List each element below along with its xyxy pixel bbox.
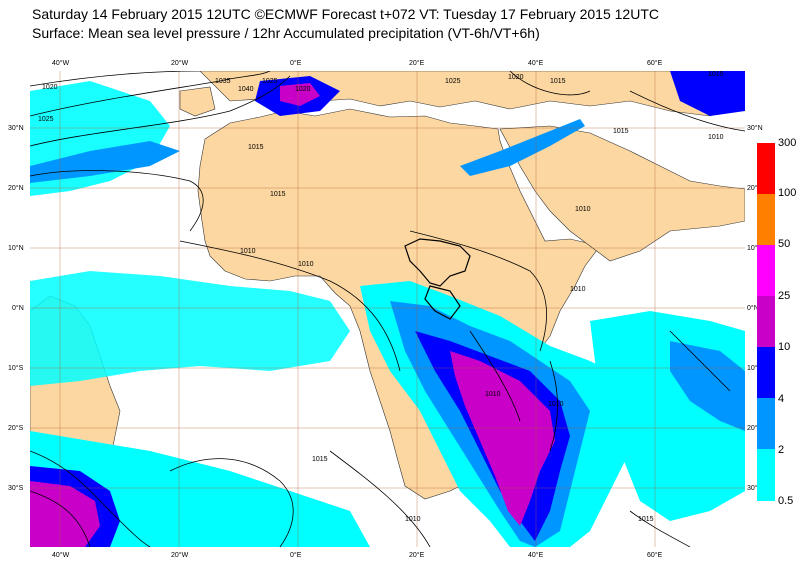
isobar-label: 1015 — [613, 128, 629, 135]
lat-label: 0°N — [747, 305, 759, 312]
isobar-labels: 1020 1025 1035 1040 1025 1020 1015 1015 … — [38, 71, 724, 523]
legend-swatch-4-2 — [757, 398, 775, 449]
isobar-label: 1015 — [270, 191, 286, 198]
legend-swatch-10-4 — [757, 347, 775, 398]
isobar-label: 1020 — [508, 74, 524, 81]
legend-label: 100 — [778, 187, 797, 199]
isobar-label: 1010 — [298, 261, 314, 268]
lon-label: 40°E — [528, 552, 544, 559]
precip-area-atlantic-mid — [30, 271, 350, 386]
isobar-label: 1020 — [295, 86, 311, 93]
isobar-label: 1015 — [638, 516, 654, 523]
lat-label: 20°N — [747, 185, 763, 192]
lat-label: 10°S — [747, 365, 763, 372]
lat-label: 20°S — [8, 425, 24, 432]
isobar-label: 1015 — [248, 144, 264, 151]
isobar-label: 1025 — [262, 78, 278, 85]
isobars — [30, 71, 745, 547]
isobar-label: 1015 — [312, 456, 328, 463]
lon-label: 20°E — [409, 60, 425, 67]
lat-label: 10°N — [8, 245, 24, 252]
legend-label: 4 — [778, 393, 785, 405]
iberia-landmass — [179, 86, 216, 117]
isobar-label: 1015 — [708, 71, 724, 78]
isobar-label: 1035 — [215, 78, 231, 85]
lat-label: 10°S — [8, 365, 24, 372]
precip-area-congo-very-heavy — [450, 351, 555, 526]
lon-label: 60°E — [647, 552, 663, 559]
precip-legend — [757, 143, 775, 501]
isobar-label: 1010 — [570, 286, 586, 293]
precip-area-north-atlantic-band — [30, 141, 180, 183]
legend-swatch-300-100 — [757, 143, 775, 194]
arabia-landmass — [499, 125, 745, 262]
isobar-label: 1015 — [550, 78, 566, 85]
lon-label: 20°W — [171, 552, 189, 559]
lon-label: 40°W — [52, 60, 70, 67]
legend-label: 2 — [778, 444, 785, 456]
precip-area-med-veryheavy — [280, 83, 320, 106]
isobar-label: 1010 — [405, 516, 421, 523]
lon-label: 20°W — [171, 60, 189, 67]
precip-layer — [30, 71, 745, 547]
legend-swatch-25-10 — [757, 296, 775, 347]
legend-label: 0.5 — [778, 495, 794, 507]
legend-swatch-50-25 — [757, 245, 775, 296]
lon-label: 0°E — [290, 552, 302, 559]
legend-label: 25 — [778, 290, 791, 302]
isobar-label: 1025 — [38, 116, 54, 123]
lon-label: 40°W — [52, 552, 70, 559]
lat-label: 20°N — [8, 185, 24, 192]
legend-label: 50 — [778, 238, 791, 250]
weather-map: 1020 1025 1035 1040 1025 1020 1015 1015 … — [30, 71, 745, 547]
isobar-label: 1010 — [548, 401, 564, 408]
grid-lines — [30, 71, 745, 547]
isobar-label: 1010 — [485, 391, 501, 398]
lat-label: 10°N — [747, 245, 763, 252]
lat-label: 30°N — [747, 125, 763, 132]
legend-label: 10 — [778, 341, 791, 353]
precip-area-mideast-band — [460, 119, 585, 176]
map-canvas: 1020 1025 1035 1040 1025 1020 1015 1015 … — [30, 71, 745, 547]
precip-area-indian-heavy — [670, 341, 745, 431]
legend-swatch-2-05 — [757, 449, 775, 501]
isobar-label: 1025 — [445, 78, 461, 85]
lon-label: 20°E — [409, 552, 425, 559]
legend-swatch-100-50 — [757, 194, 775, 245]
lon-label: 60°E — [647, 60, 663, 67]
isobar-label: 1010 — [708, 134, 724, 141]
lat-label: 0°N — [12, 305, 24, 312]
country-borders — [404, 238, 471, 320]
isobar-label: 1020 — [42, 84, 58, 91]
legend-label: 300 — [778, 137, 797, 149]
isobar-label: 1010 — [240, 248, 256, 255]
isobar-label: 1040 — [238, 86, 254, 93]
lat-label: 30°S — [8, 485, 24, 492]
map-subtitle: Surface: Mean sea level pressure / 12hr … — [32, 25, 540, 41]
isobar-label: 1010 — [575, 206, 591, 213]
lon-label: 0°E — [290, 60, 302, 67]
map-title: Saturday 14 February 2015 12UTC ©ECMWF F… — [32, 6, 659, 22]
lat-label: 20°S — [747, 425, 763, 432]
lat-label: 30°S — [747, 485, 763, 492]
lat-label: 30°N — [8, 125, 24, 132]
precip-area-ne — [670, 71, 745, 116]
lon-label: 40°E — [528, 60, 544, 67]
